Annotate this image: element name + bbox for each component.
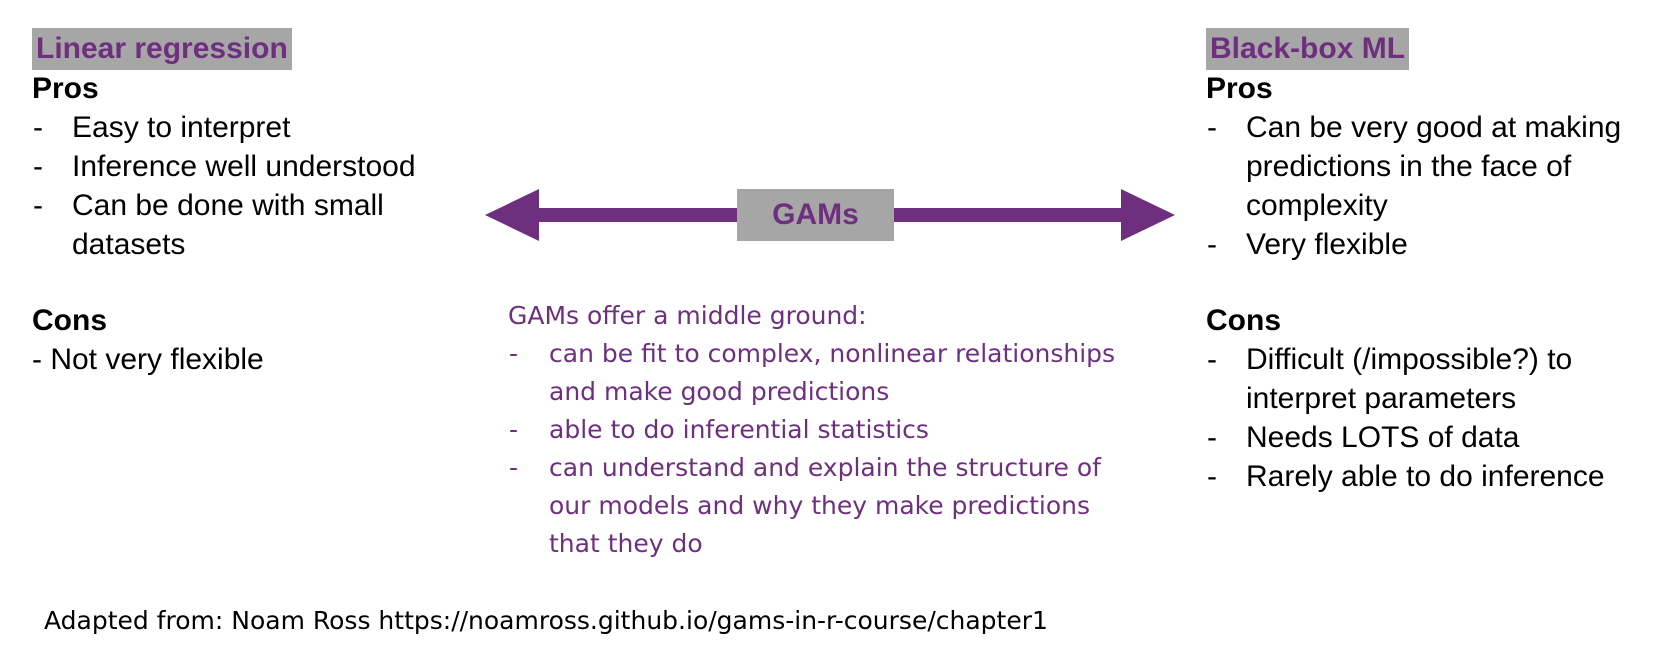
black-box-ml-pros-heading: Pros [1206, 72, 1273, 105]
source-credit: Adapted from: Noam Ross https://noamross… [44, 606, 1048, 635]
linear-regression-pros-heading: Pros [32, 72, 99, 105]
linear-regression-title: Linear regression [32, 28, 292, 70]
list-item: Easy to interpret [32, 108, 462, 147]
gams-label: GAMs [737, 189, 894, 241]
list-item: can be fit to complex, nonlinear relatio… [508, 335, 1148, 411]
list-item: Needs LOTS of data [1206, 418, 1666, 457]
black-box-ml-cons-heading: Cons [1206, 304, 1281, 337]
linear-regression-pros-list: Easy to interpret Inference well underst… [32, 108, 462, 264]
list-item: can understand and explain the structure… [508, 449, 1148, 563]
list-item: Can be done with small datasets [32, 186, 462, 264]
list-item: Difficult (/impossible?) to interpret pa… [1206, 340, 1666, 418]
black-box-ml-pros-list: Can be very good at making predictions i… [1206, 108, 1666, 264]
linear-regression-panel: Linear regression Pros Easy to interpret… [32, 28, 462, 379]
list-item: able to do inferential statistics [508, 411, 1148, 449]
list-item: Inference well understood [32, 147, 462, 186]
black-box-ml-panel: Black-box ML Pros Can be very good at ma… [1206, 28, 1666, 496]
gams-description: GAMs offer a middle ground: can be fit t… [508, 297, 1148, 563]
gams-points-list: can be fit to complex, nonlinear relatio… [508, 335, 1148, 563]
black-box-ml-cons-list: Difficult (/impossible?) to interpret pa… [1206, 340, 1666, 496]
list-item: Rarely able to do inference [1206, 457, 1666, 496]
list-item: Can be very good at making predictions i… [1206, 108, 1666, 225]
list-item: Very flexible [1206, 225, 1666, 264]
black-box-ml-title: Black-box ML [1206, 28, 1410, 70]
linear-regression-cons-heading: Cons [32, 304, 107, 337]
gams-intro: GAMs offer a middle ground: [508, 301, 867, 330]
linear-regression-cons-text: - Not very flexible [32, 343, 264, 376]
